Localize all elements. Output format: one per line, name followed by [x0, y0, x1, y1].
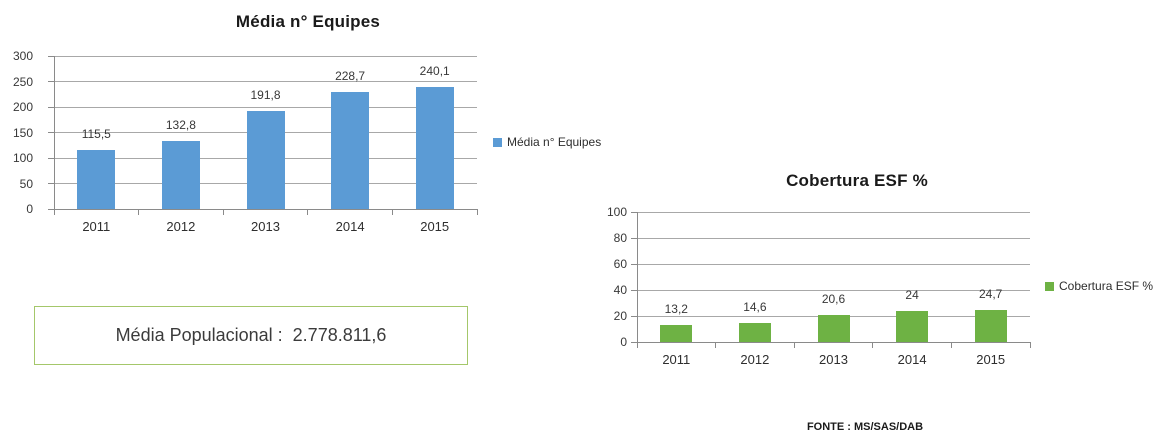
bar-2012	[738, 323, 771, 342]
bar-value-label: 240,1	[419, 63, 450, 78]
gridline	[637, 263, 1030, 265]
y-axis-tick	[48, 81, 54, 82]
y-axis-tick-label: 100	[12, 151, 33, 165]
y-axis-tick	[48, 55, 54, 57]
x-axis-category-label: 2014	[897, 352, 927, 367]
chart-title-cobertura-esf: Cobertura ESF %	[786, 171, 928, 190]
x-axis-tick	[715, 342, 717, 348]
x-axis-category-label: 2013	[251, 219, 280, 234]
x-axis-tick	[476, 209, 478, 215]
bar-value-label: 228,7	[335, 69, 366, 84]
bar-value-label: 24	[905, 287, 919, 302]
x-axis-tick	[138, 209, 140, 215]
x-axis-line	[54, 209, 477, 210]
bar-2014	[331, 92, 370, 209]
bar-2013	[246, 111, 285, 209]
y-axis-tick-label: 0	[620, 335, 627, 349]
legend-cobertura-esf: Cobertura ESF %	[1045, 279, 1153, 293]
bar-value-label: 132,8	[165, 118, 196, 133]
y-axis-tick	[48, 183, 54, 184]
x-axis-category-label: 2014	[335, 219, 365, 234]
y-axis-tick-label: 200	[12, 100, 33, 114]
y-axis-tick	[631, 237, 637, 239]
x-axis-tick	[950, 342, 952, 348]
bar-2015	[415, 86, 454, 209]
x-axis-category-label: 2012	[740, 352, 770, 367]
bar-value-label: 20,6	[821, 292, 846, 307]
y-axis-tick	[631, 289, 637, 291]
x-axis-category-label: 2011	[662, 352, 691, 367]
x-axis-tick	[636, 342, 638, 348]
bar-value-label: 13,2	[664, 301, 688, 316]
y-axis-tick	[48, 132, 54, 133]
x-axis-category-label: 2015	[976, 352, 1006, 367]
chart-title-media-equipes: Média n° Equipes	[235, 12, 381, 31]
gridline	[54, 55, 477, 57]
y-axis-tick-label: 50	[19, 176, 33, 191]
y-axis-tick	[48, 106, 54, 108]
x-axis-category-label: 2012	[166, 219, 196, 234]
x-axis-tick	[793, 342, 795, 348]
legend-swatch-icon	[1045, 281, 1054, 291]
legend-label: Média n° Equipes	[507, 135, 602, 149]
bar-2013	[817, 315, 850, 342]
y-axis-tick	[631, 341, 637, 343]
gridline	[637, 289, 1030, 291]
bar-value-label: 191,8	[250, 88, 281, 103]
x-axis-tick	[1029, 342, 1031, 348]
x-axis-line	[637, 342, 1030, 343]
y-axis-tick	[631, 263, 637, 265]
legend-media-equipes: Média n° Equipes	[493, 135, 601, 149]
population-average-box: Média Populacional : 2.778.811,6	[34, 306, 468, 365]
gridline	[637, 237, 1030, 239]
x-axis-tick	[53, 209, 55, 215]
x-axis-tick	[222, 209, 224, 215]
y-axis-tick	[631, 315, 637, 317]
x-axis-category-label: 2015	[420, 219, 450, 234]
y-axis-tick	[48, 208, 54, 210]
plot-area-media-equipes: 0 50 100 150 200 250 300 115,5 2011 132,8 2012 191,…	[13, 49, 478, 234]
x-axis-category-label: 2013	[819, 352, 848, 367]
bar-2011	[77, 150, 116, 209]
bar-value-label: 115,5	[81, 127, 111, 142]
y-axis-tick	[631, 211, 637, 213]
y-axis-tick-label: 300	[12, 49, 33, 63]
gridline	[54, 106, 477, 108]
x-axis-category-label: 2011	[82, 219, 111, 234]
gridline	[54, 81, 477, 82]
x-axis-tick	[307, 209, 309, 215]
y-axis-tick-label: 40	[613, 283, 627, 297]
bar-value-label: 24,7	[979, 286, 1003, 301]
bar-2014	[896, 310, 929, 342]
bar-value-label: 14,6	[743, 300, 767, 315]
legend-label: Cobertura ESF %	[1059, 279, 1154, 293]
gridline	[637, 211, 1030, 213]
y-axis-line	[637, 212, 638, 348]
bar-2012	[161, 141, 200, 209]
y-axis-tick	[48, 157, 54, 159]
bar-2015	[974, 309, 1007, 342]
y-axis-line	[54, 56, 55, 215]
y-axis-tick-label: 0	[26, 202, 33, 216]
y-axis-tick-label: 150	[12, 125, 33, 140]
x-axis-tick	[872, 342, 874, 348]
legend-swatch-icon	[493, 137, 502, 147]
y-axis-tick-label: 80	[613, 231, 627, 245]
y-axis-tick-label: 250	[12, 74, 33, 89]
bar-2011	[660, 324, 693, 342]
plot-area-cobertura-esf: 0 20 40 60 80 100 13,2 2011 14,6 2012 20,6 2013 24 20…	[607, 205, 1031, 367]
y-axis-tick-label: 60	[613, 257, 627, 271]
y-axis-tick-label: 20	[613, 309, 627, 323]
y-axis-tick-label: 100	[606, 205, 627, 219]
population-average-text: Média Populacional : 2.778.811,6	[115, 325, 387, 345]
source-note: FONTE : MS/SAS/DAB	[806, 421, 924, 433]
x-axis-tick	[391, 209, 393, 215]
